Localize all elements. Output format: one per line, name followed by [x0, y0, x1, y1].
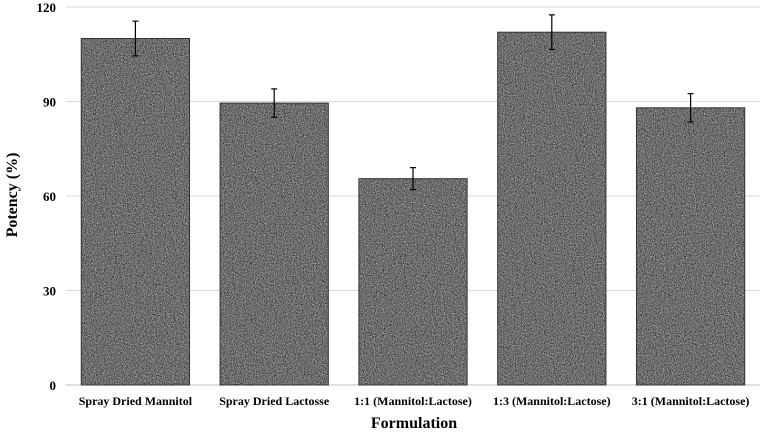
- bar-texture: [497, 32, 606, 385]
- bar: [80, 38, 191, 386]
- x-tick-label: 3:1 (Mannitol:Lactose): [632, 394, 750, 408]
- bar: [358, 178, 468, 386]
- bar-texture: [220, 103, 329, 385]
- x-axis-title: Formulation: [371, 415, 457, 432]
- error-bars: [132, 14, 694, 191]
- error-bar: [687, 93, 694, 123]
- bar-texture: [81, 38, 190, 385]
- error-bar: [271, 88, 278, 118]
- x-tick-label: Spray Dried Mannitol: [79, 394, 193, 408]
- x-tick-label: 1:1 (Mannitol:Lactose): [354, 394, 472, 408]
- y-tick-label: 30: [43, 284, 56, 299]
- error-bar: [132, 20, 139, 57]
- bar: [219, 102, 329, 386]
- error-bar: [410, 167, 416, 191]
- bar: [497, 31, 607, 386]
- bars: [80, 31, 746, 386]
- y-tick-label: 60: [43, 189, 56, 204]
- y-tick-label: 0: [50, 378, 57, 393]
- y-tick-label: 120: [37, 0, 57, 15]
- error-bar: [548, 14, 555, 51]
- x-tick-label: 1:3 (Mannitol:Lactose): [493, 394, 611, 408]
- y-axis-title: Potency (%): [4, 153, 21, 238]
- bar-texture: [636, 107, 745, 386]
- y-tick-labels: 0 30 60 90 120: [37, 0, 57, 393]
- x-tick-label: Spray Dried Lactosse: [219, 394, 330, 408]
- bar: [635, 107, 746, 386]
- y-tick-label: 90: [43, 95, 56, 110]
- x-category-labels: Spray Dried Mannitol Spray Dried Lactosse…: [79, 394, 750, 408]
- bar-texture: [358, 178, 468, 385]
